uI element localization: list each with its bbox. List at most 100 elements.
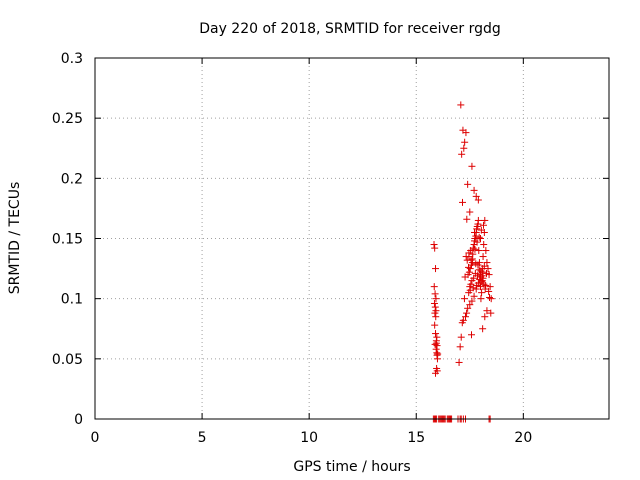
data-point <box>466 301 474 309</box>
data-point <box>431 321 439 329</box>
data-point <box>430 299 438 307</box>
y-tick-label: 0.25 <box>52 111 83 127</box>
data-point <box>480 241 488 249</box>
plot-frame <box>94 57 610 420</box>
data-point <box>485 293 493 301</box>
data-point <box>487 295 495 303</box>
data-point <box>478 289 486 297</box>
data-point <box>471 245 479 253</box>
data-point <box>455 358 463 366</box>
data-point <box>463 215 471 223</box>
data-point <box>482 269 490 277</box>
x-tick-label: 0 <box>91 430 100 446</box>
data-point <box>431 290 439 298</box>
data-point <box>432 330 440 338</box>
y-tick-label: 0.05 <box>52 352 83 368</box>
chart-title: Day 220 of 2018, SRMTID for receiver rgd… <box>199 21 501 37</box>
data-point <box>475 266 483 274</box>
data-point <box>433 342 441 350</box>
data-point <box>472 192 480 200</box>
data-point <box>479 221 487 229</box>
data-point <box>432 345 440 353</box>
y-tick-label: 0.2 <box>61 171 83 187</box>
x-tick-label: 20 <box>514 430 532 446</box>
data-point <box>458 150 466 158</box>
data-point <box>477 295 485 303</box>
data-point <box>458 319 466 327</box>
data-point <box>477 267 485 275</box>
data-point <box>430 283 438 291</box>
data-point <box>432 295 440 303</box>
data-point <box>469 244 477 252</box>
data-point <box>460 144 468 152</box>
data-point <box>431 303 439 311</box>
data-point <box>479 274 487 282</box>
data-point <box>431 340 439 348</box>
data-point <box>487 309 495 317</box>
data-point <box>463 309 471 317</box>
x-tick-label: 5 <box>198 430 207 446</box>
data-point <box>433 333 441 341</box>
data-point <box>467 280 475 288</box>
data-point <box>431 244 439 252</box>
data-point <box>483 259 491 267</box>
x-tick-label: 10 <box>300 430 318 446</box>
y-tick-label: 0.15 <box>52 232 83 248</box>
data-point <box>467 256 475 264</box>
data-point <box>464 304 472 312</box>
data-point <box>462 313 470 321</box>
data-point <box>432 265 440 273</box>
data-point <box>476 279 484 287</box>
data-point <box>432 313 440 321</box>
data-point <box>434 350 442 358</box>
data-point <box>477 226 485 234</box>
data-point <box>479 253 487 261</box>
data-point <box>482 281 490 289</box>
x-tick-label: 15 <box>407 430 425 446</box>
data-point <box>470 292 478 300</box>
grid <box>95 58 609 419</box>
data-point <box>457 333 465 341</box>
data-point <box>432 307 440 315</box>
data-point <box>477 235 484 242</box>
data-point <box>479 325 487 333</box>
y-axis-label: SRMTID / TECUs <box>7 182 23 295</box>
data-point <box>465 268 473 276</box>
data-point <box>474 216 482 224</box>
data-point <box>475 247 483 255</box>
data-point <box>474 196 482 204</box>
data-point <box>466 208 474 216</box>
data-point <box>464 180 472 188</box>
data-point <box>473 238 481 246</box>
data-point <box>459 198 467 206</box>
data-point <box>471 228 479 236</box>
data-point <box>468 162 476 170</box>
data-point <box>480 262 488 270</box>
data-point <box>466 265 474 273</box>
data-point <box>465 263 473 271</box>
data-point <box>468 331 476 339</box>
data-point <box>432 369 440 377</box>
data-point <box>486 283 494 291</box>
data-point <box>483 307 491 315</box>
data-point <box>460 295 468 303</box>
data-point <box>485 287 493 295</box>
data-point <box>481 216 489 224</box>
data-point <box>470 186 478 194</box>
data-point <box>457 101 465 109</box>
axis-ticks: 0 5 10 15 20 0 0.05 0.1 0.15 0.2 0.25 0.3 <box>52 51 609 446</box>
data-point <box>468 255 476 263</box>
data-point <box>468 297 476 305</box>
data-point <box>484 265 492 273</box>
data-point <box>472 260 480 268</box>
data-point <box>480 280 488 288</box>
data-point <box>482 247 490 255</box>
data-point <box>475 233 483 241</box>
data-point <box>456 343 464 351</box>
data-point <box>430 241 438 249</box>
y-tick-label: 0.3 <box>61 51 83 67</box>
x-axis-label: GPS time / hours <box>293 459 410 475</box>
data-point <box>462 129 470 137</box>
data-point <box>461 138 469 146</box>
